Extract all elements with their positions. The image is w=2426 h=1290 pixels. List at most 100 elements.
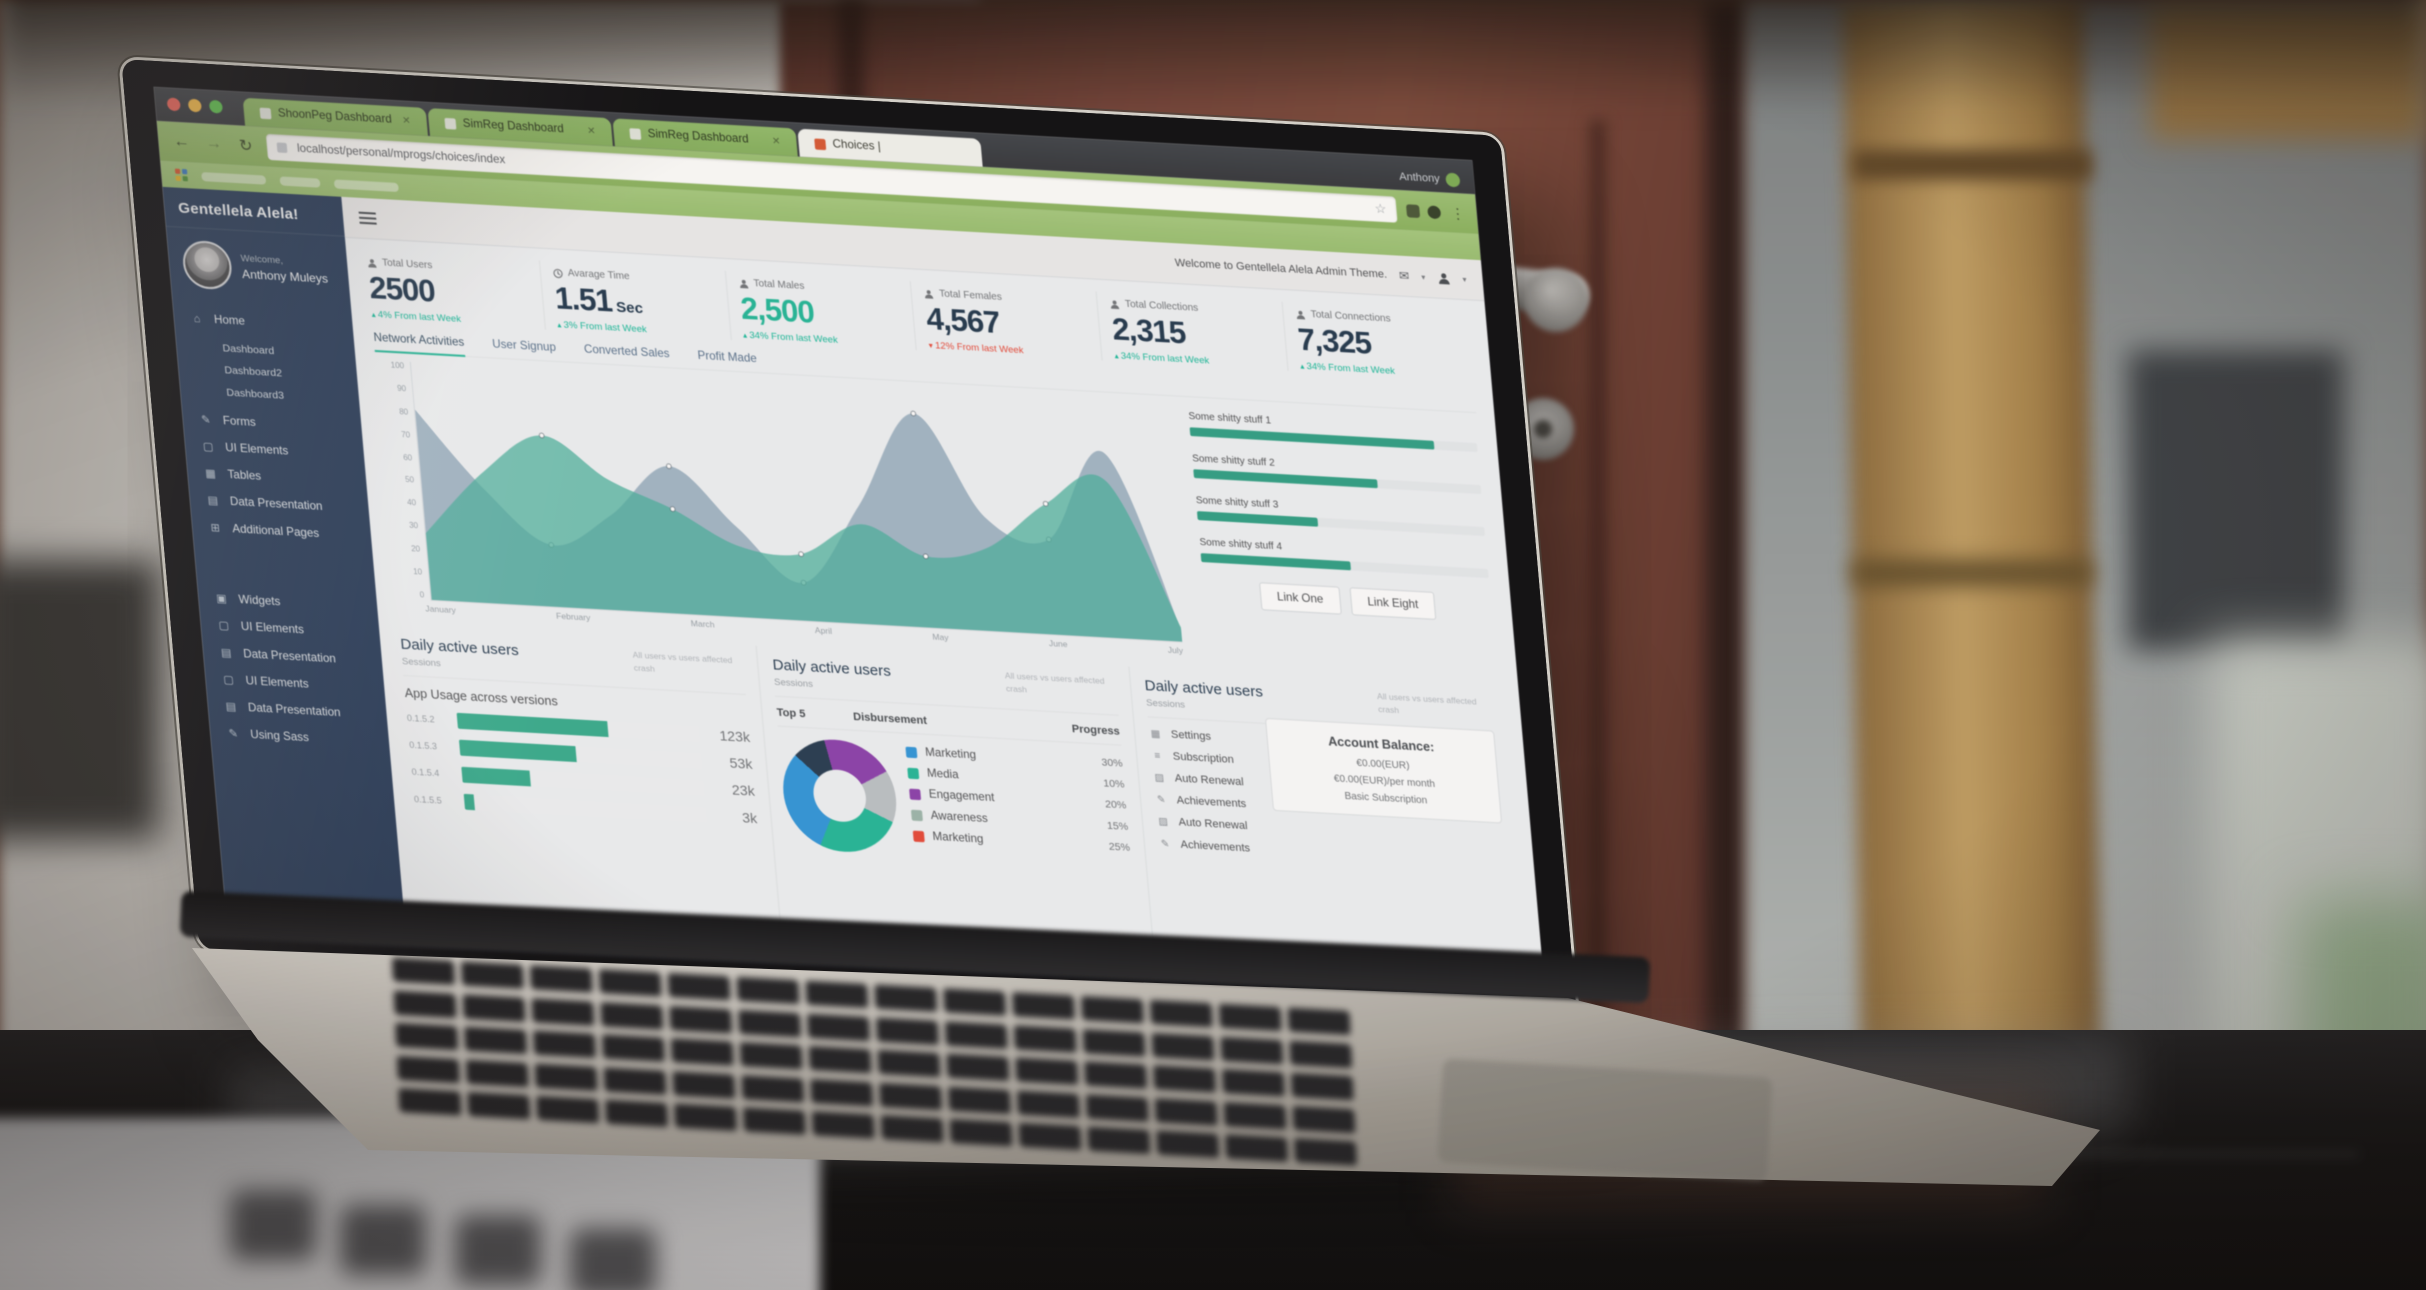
navbar-welcome-text: Welcome to Gentellela Alela Admin Theme. <box>1174 257 1388 281</box>
bar-fill <box>456 712 609 738</box>
door-panel-groove <box>1590 120 1606 1060</box>
dashboard-content: Total Users 2500 4% From last Week Avara… <box>345 238 1544 987</box>
refresh-icon[interactable]: ↻ <box>238 137 254 156</box>
door-frame <box>1706 0 1746 1180</box>
site-info-icon[interactable] <box>276 142 288 154</box>
avatar <box>181 239 234 291</box>
shelf-board <box>1852 560 2092 586</box>
page-favicon <box>814 138 827 150</box>
stat-value: 7,325 <box>1296 321 1373 361</box>
stat-tile-total-males: Total Males 2,500 34% From last Week <box>724 270 917 351</box>
blurred-key-reflection <box>230 1190 316 1260</box>
legend-swatch <box>913 830 926 842</box>
bookmark-star-icon[interactable]: ☆ <box>1373 200 1388 217</box>
users-icon <box>1295 309 1306 320</box>
link-one-button[interactable]: Link One <box>1258 582 1342 615</box>
legend-row: Marketing 30% <box>905 746 1123 770</box>
dashboard-page: Gentellela Alela! Welcome, Anthony Muley… <box>162 186 1545 987</box>
window-controls <box>166 97 224 114</box>
close-tab-icon[interactable]: ✕ <box>771 135 781 148</box>
clock-icon <box>552 268 563 279</box>
main-column: Welcome to Gentellela Alela Admin Theme.… <box>341 196 1544 987</box>
close-window-button[interactable] <box>166 97 181 112</box>
stat-tile-total-females: Total Females 4,567 12% From last Week <box>910 281 1102 361</box>
window-icon: ▢ <box>222 673 235 687</box>
progress-list: Some shitty stuff 1 Some shitty stuff 2 <box>1161 404 1499 674</box>
table-icon: ▦ <box>204 467 217 481</box>
bar-fill <box>461 766 531 787</box>
legend-swatch <box>907 767 920 779</box>
menu-toggle-icon[interactable] <box>358 211 376 215</box>
stat-value: 4,567 <box>924 300 1001 340</box>
legend-swatch <box>905 746 918 758</box>
bar-fill <box>463 793 475 811</box>
panel-app-usage: Daily active users Sessions All users vs… <box>397 626 782 946</box>
donut-chart <box>778 736 902 855</box>
plus-box-icon: ⊞ <box>210 522 221 535</box>
zoom-window-button[interactable] <box>208 99 224 114</box>
progress-row: Some shitty stuff 2 <box>1192 453 1482 495</box>
network-activities-panel: Network Activities User Signup Converted… <box>370 329 1499 674</box>
stat-tile-total-collections: Total Collections 2,315 34% From last We… <box>1095 291 1288 371</box>
browser-menu-icon[interactable]: ⋮ <box>1449 204 1466 222</box>
background-monitor <box>2128 350 2344 650</box>
page-favicon <box>444 117 457 130</box>
area-chart <box>409 361 1183 643</box>
account-balance-card: Account Balance: €0.00(EUR) €0.00(EUR)/p… <box>1264 717 1503 824</box>
progress-row: Some shitty stuff 4 <box>1199 537 1489 579</box>
progress-row: Some shitty stuff 1 <box>1188 411 1478 453</box>
legend-swatch <box>909 788 922 800</box>
panel-note: All users vs users affected crash <box>1376 691 1477 716</box>
minimize-window-button[interactable] <box>187 98 202 113</box>
tab-converted-sales[interactable]: Converted Sales <box>583 343 671 361</box>
close-tab-icon[interactable]: ✕ <box>401 115 412 127</box>
screen-bezel: ShoonPeg Dashboard ✕ SimReg Dashboard ✕ … <box>121 59 1578 1026</box>
sidebar-profile: Welcome, Anthony Muleys <box>166 227 351 311</box>
sidebar-submenu: Dashboard Dashboard2 Dashboard3 <box>175 331 360 415</box>
tab-network-activities[interactable]: Network Activities <box>373 332 465 356</box>
bookmark-item[interactable] <box>279 175 321 188</box>
edit-icon: ✎ <box>200 414 212 427</box>
chart-icon: ▤ <box>220 646 233 660</box>
door-handle-rose <box>1524 268 1588 332</box>
stat-value: 1.51 Sec <box>553 280 644 319</box>
chevron-down-icon[interactable]: ▾ <box>1420 272 1426 282</box>
bookmark-item[interactable] <box>333 178 399 192</box>
envelope-icon[interactable]: ✉ <box>1398 268 1410 284</box>
extension-icon[interactable] <box>1405 203 1421 218</box>
shelf-board <box>1852 150 2092 180</box>
forward-icon[interactable]: → <box>204 134 223 153</box>
home-icon: ⌂ <box>193 312 201 326</box>
legend-swatch <box>911 809 924 821</box>
window-icon: ▢ <box>218 619 230 633</box>
tab-profit-made[interactable]: Profit Made <box>697 349 758 366</box>
donut-legend: Marketing 30% Media 10% <box>905 744 1131 863</box>
chart-icon: ▤ <box>225 700 237 714</box>
legend-row: Marketing 25% <box>913 830 1130 854</box>
tab-title: SimReg Dashboard <box>462 117 565 136</box>
welcome-label: Welcome, <box>240 252 284 267</box>
back-icon[interactable]: ← <box>172 132 191 151</box>
bookmark-item[interactable] <box>201 171 267 185</box>
apps-grid-icon[interactable] <box>174 168 188 182</box>
bar-track <box>458 739 703 770</box>
users-icon <box>1110 299 1121 310</box>
background-dark-object <box>0 560 160 840</box>
pencil-icon: ✎ <box>1156 793 1166 806</box>
stat-tile-total-connections: Total Connections 7,325 34% From last We… <box>1281 301 1474 382</box>
stat-value: 2,315 <box>1110 311 1187 351</box>
progress-row: Some shitty stuff 3 <box>1195 495 1486 537</box>
list-icon: ≡ <box>1153 750 1161 762</box>
close-tab-icon[interactable]: ✕ <box>586 125 597 137</box>
panel-note: All users vs users affected crash <box>1004 670 1105 695</box>
chevron-down-icon[interactable]: ▾ <box>1462 274 1467 284</box>
link-eight-button[interactable]: Link Eight <box>1349 587 1437 620</box>
window-icon: ▢ <box>202 440 214 454</box>
pencil-icon: ✎ <box>1160 837 1170 850</box>
user-icon[interactable] <box>1437 271 1451 285</box>
extension-icons <box>1405 203 1442 219</box>
tab-user-signup[interactable]: User Signup <box>491 338 557 355</box>
extension-icon[interactable] <box>1427 204 1442 219</box>
tab-title: ShoonPeg Dashboard <box>277 107 393 126</box>
